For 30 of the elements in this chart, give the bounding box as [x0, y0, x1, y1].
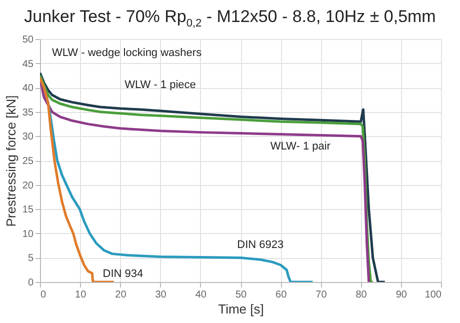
y-tick-label: 45	[22, 58, 34, 70]
series-label: WLW- 1 pair	[270, 140, 331, 152]
x-tick-label: 10	[75, 290, 87, 300]
x-tick-label: 70	[316, 290, 328, 300]
chart-title: Junker Test - 70% Rp$_{0,2}$ - M12x50 - 8.8, 10Hz ± 0,5mm	[23, 6, 437, 30]
y-tick-label: 50	[22, 34, 34, 46]
x-tick-label: 40	[195, 290, 207, 300]
x-tick-label: 100	[424, 290, 442, 300]
annotation: WLW - wedge locking washers	[52, 47, 202, 59]
series-label: DIN 934	[102, 268, 144, 280]
y-tick-label: 40	[22, 83, 34, 94]
x-tick-label: 50	[235, 290, 247, 300]
y-tick-label: 35	[22, 107, 34, 118]
x-tick-label: 90	[396, 290, 408, 300]
x-tick-label: 0	[40, 290, 46, 300]
y-tick-label: 15	[22, 204, 34, 216]
y-axis-title: Prestressing force [kN]	[3, 95, 18, 227]
y-tick-label: 25	[22, 156, 34, 167]
y-tick-label: 20	[22, 180, 34, 192]
y-tick-label: 30	[22, 132, 34, 143]
x-tick-label: 20	[115, 290, 127, 300]
text: WLW - 1 piece	[124, 78, 196, 91]
y-tick-label: 5	[28, 253, 34, 264]
y-tick-label: 0	[28, 278, 34, 288]
x-tick-label: 80	[356, 290, 368, 300]
x-axis-title: Time [s]	[218, 302, 264, 316]
y-tick-label: 10	[22, 228, 34, 240]
x-tick-label: 60	[276, 290, 288, 300]
series-label: DIN 6923	[237, 239, 284, 252]
x-tick-label: 30	[155, 290, 167, 300]
